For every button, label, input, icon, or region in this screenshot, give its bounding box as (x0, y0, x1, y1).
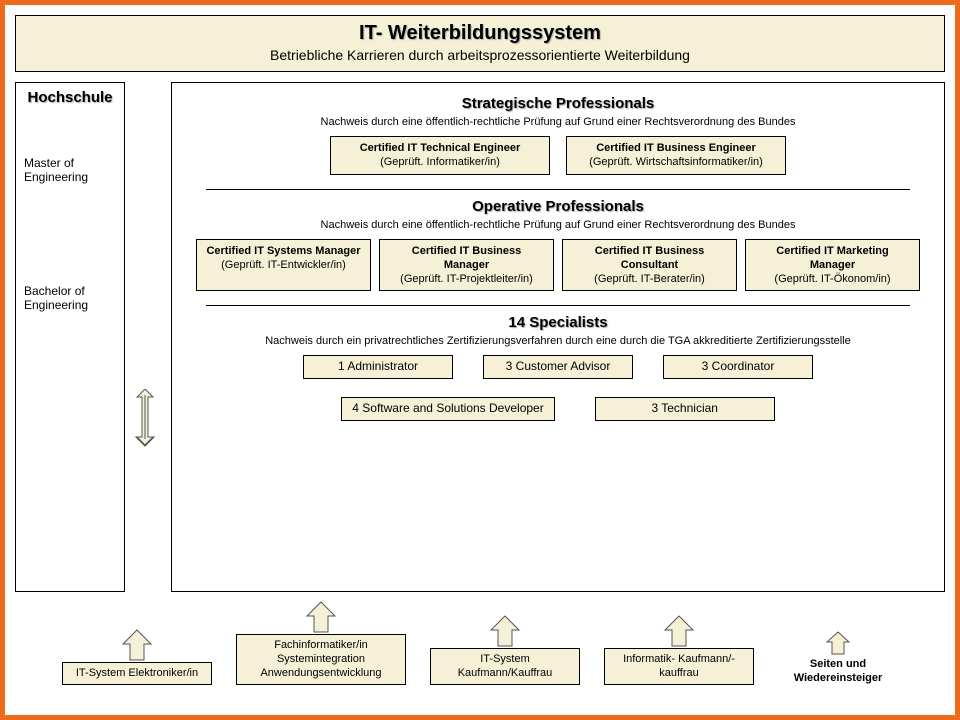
divider-2 (206, 305, 910, 306)
strategic-item-0-l1: Certified IT Technical Engineer (360, 142, 521, 154)
hochschule-title: Hochschule (20, 89, 120, 106)
strategic-item-0: Certified IT Technical Engineer (Geprüft… (330, 136, 550, 175)
operative-item-1-l2: (Geprüft. IT-Projektleiter/in) (388, 272, 545, 286)
header-title: IT- Weiterbildungssystem (26, 22, 934, 45)
hochschule-column: Hochschule Master of Engineering Bachelo… (15, 82, 125, 592)
strategic-item-1-l1: Certified IT Business Engineer (596, 142, 756, 154)
operative-item-0: Certified IT Systems Manager (Geprüft. I… (196, 239, 371, 292)
up-arrow-icon (301, 600, 341, 634)
double-arrow-icon-2 (133, 389, 163, 445)
operative-item-2-l2: (Geprüft. IT-Berater/in) (571, 272, 728, 286)
up-arrow-icon (485, 614, 525, 648)
header-subtitle: Betriebliche Karrieren durch arbeitsproz… (26, 47, 934, 63)
spec-r1-1: 3 Customer Advisor (483, 355, 633, 379)
entry-item-3: Informatik- Kaufmann/-kauffrau (604, 614, 754, 686)
entry-item-2: IT-System Kaufmann/Kauffrau (430, 614, 580, 686)
operative-item-1-l1: Certified IT Business Manager (412, 245, 521, 271)
main-row: Hochschule Master of Engineering Bachelo… (15, 82, 945, 592)
entry-item-0: IT-System Elektroniker/in (62, 628, 212, 686)
operative-item-3-l2: (Geprüft. IT-Ökonom/in) (754, 272, 911, 286)
spec-r1-0: 1 Administrator (303, 355, 453, 379)
entry-row: IT-System Elektroniker/in Fachinformatik… (15, 600, 945, 685)
operative-title: Operative Professionals (186, 198, 930, 215)
entry-box-0: IT-System Elektroniker/in (62, 662, 212, 686)
entry-side-label: Seiten und Wiedereinsteiger (778, 658, 898, 686)
operative-item-3: Certified IT Marketing Manager (Geprüft.… (745, 239, 920, 292)
strategic-item-1: Certified IT Business Engineer (Geprüft.… (566, 136, 786, 175)
degree-master: Master of Engineering (20, 156, 120, 184)
strategic-title: Strategische Professionals (186, 95, 930, 112)
operative-item-2: Certified IT Business Consultant (Geprüf… (562, 239, 737, 292)
strategic-item-1-l2: (Geprüft. Wirtschaftsinformatiker/in) (575, 155, 777, 169)
header-box: IT- Weiterbildungssystem Betriebliche Ka… (15, 15, 945, 72)
operative-item-3-l1: Certified IT Marketing Manager (776, 245, 888, 271)
spec-r1-2: 3 Coordinator (663, 355, 813, 379)
operative-item-0-l1: Certified IT Systems Manager (206, 245, 360, 257)
operative-desc: Nachweis durch eine öffentlich-rechtlich… (186, 219, 930, 231)
operative-item-0-l2: (Geprüft. IT-Entwickler/in) (205, 258, 362, 272)
specialists-row-1: 1 Administrator 3 Customer Advisor 3 Coo… (186, 355, 930, 379)
strategic-row: Certified IT Technical Engineer (Geprüft… (186, 136, 930, 175)
entry-box-3: Informatik- Kaufmann/-kauffrau (604, 648, 754, 686)
exchange-arrow (133, 82, 163, 592)
degree-bachelor: Bachelor of Engineering (20, 284, 120, 312)
divider-1 (206, 189, 910, 190)
strategic-item-0-l2: (Geprüft. Informatiker/in) (339, 155, 541, 169)
up-arrow-icon-small (823, 630, 853, 656)
operative-item-1: Certified IT Business Manager (Geprüft. … (379, 239, 554, 292)
entry-box-1: Fachinformatiker/in Systemintegration An… (236, 634, 406, 685)
up-arrow-icon (659, 614, 699, 648)
spec-r2-1: 3 Technician (595, 397, 775, 421)
content-column: Strategische Professionals Nachweis durc… (171, 82, 945, 592)
up-arrow-icon (117, 628, 157, 662)
specialists-row-2: 4 Software and Solutions Developer 3 Tec… (186, 397, 930, 421)
diagram-frame: IT- Weiterbildungssystem Betriebliche Ka… (0, 0, 960, 720)
specialists-desc: Nachweis durch ein privatrechtliches Zer… (186, 335, 930, 347)
entry-box-2: IT-System Kaufmann/Kauffrau (430, 648, 580, 686)
specialists-title: 14 Specialists (186, 314, 930, 331)
entry-item-1: Fachinformatiker/in Systemintegration An… (236, 600, 406, 685)
spec-r2-0: 4 Software and Solutions Developer (341, 397, 554, 421)
entry-item-side: Seiten und Wiedereinsteiger (778, 630, 898, 686)
strategic-desc: Nachweis durch eine öffentlich-rechtlich… (186, 116, 930, 128)
operative-row: Certified IT Systems Manager (Geprüft. I… (186, 239, 930, 292)
operative-item-2-l1: Certified IT Business Consultant (595, 245, 704, 271)
